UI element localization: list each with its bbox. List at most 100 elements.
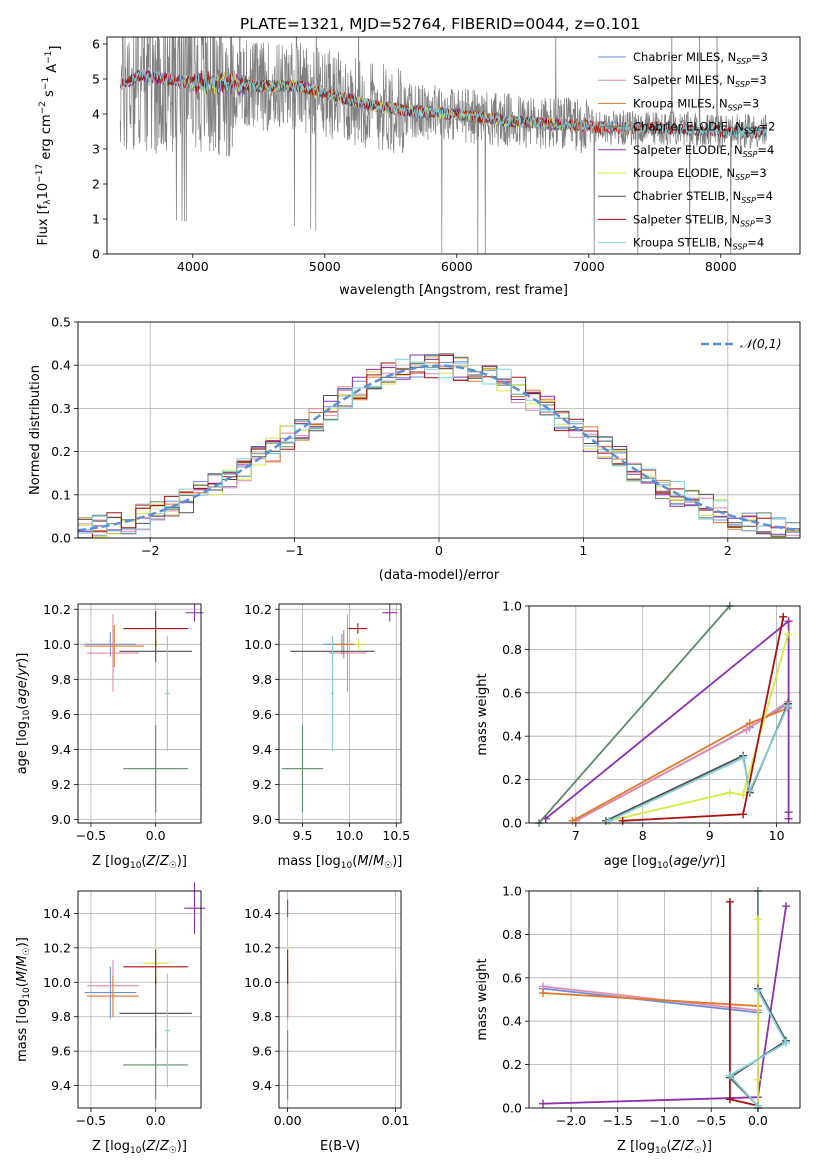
weight-marker xyxy=(745,719,754,728)
y-tick-label: 10.0 xyxy=(244,637,272,652)
x-axis-label: Z [log10(Z/Z☉)] xyxy=(92,854,187,871)
plot-area-age_vs_Z xyxy=(84,604,204,813)
y-tick-label: 9.8 xyxy=(51,672,71,687)
weight-marker xyxy=(781,1038,790,1047)
y-tick-label: 9.6 xyxy=(51,707,71,722)
y-tick-label: 9.6 xyxy=(252,707,272,722)
legend-entry: Salpeter MILES, NSSP=3 xyxy=(633,73,767,89)
x-tick-label: 10.0 xyxy=(335,828,363,843)
axes-frame xyxy=(278,890,402,1109)
panel-spectrum: 4000 5000 6000 7000 8000 0 1 2 3 4 5 6 wavelength [A… xyxy=(35,37,801,298)
axes-frame xyxy=(528,890,801,1109)
y-tick-label: 9.4 xyxy=(51,1078,71,1093)
x-tick-label: −1 xyxy=(285,543,303,558)
weight-marker xyxy=(745,786,754,795)
weight-marker xyxy=(618,816,627,825)
legend-entry: Chabrier MILES, NSSP=3 xyxy=(633,50,768,66)
y-tick-label: 0.0 xyxy=(502,816,522,831)
weight-marker xyxy=(539,1099,548,1108)
weight-marker xyxy=(781,902,790,911)
y-tick-label: 5 xyxy=(92,72,100,87)
x-axis-label: (data-model)/error xyxy=(379,568,500,583)
y-tick-label: 0.4 xyxy=(502,729,522,744)
y-tick-label: 0.3 xyxy=(51,401,71,416)
weight-line xyxy=(608,705,789,822)
y-tick-label: 0.5 xyxy=(51,315,71,330)
y-tick-label: 0 xyxy=(92,247,100,262)
y-tick-label: 9.0 xyxy=(51,812,71,827)
x-tick-label: 5000 xyxy=(309,259,341,274)
normal-curve xyxy=(77,364,801,532)
y-tick-label: 0.4 xyxy=(502,1014,522,1029)
weight-line xyxy=(542,992,759,1106)
weight-marker xyxy=(742,725,751,734)
legend-entry: Kroupa ELODIE, NSSP=3 xyxy=(633,166,767,182)
weight-marker xyxy=(783,701,792,710)
plot-area-mass_vs_Z xyxy=(84,882,205,1100)
weight-line xyxy=(538,605,731,824)
y-tick-label: 2 xyxy=(92,177,100,192)
legend-entry: Salpeter ELODIE, NSSP=4 xyxy=(633,143,774,159)
y-tick-label: 6 xyxy=(92,37,100,52)
x-tick-label: 1 xyxy=(579,543,587,558)
weight-marker xyxy=(739,753,748,762)
weight-marker xyxy=(725,788,734,797)
data-spectrum xyxy=(119,37,768,254)
x-tick-label: 0.0 xyxy=(146,1113,166,1128)
x-axis-label: Z [log10(Z/Z☉)] xyxy=(617,1139,712,1156)
x-tick-label: −1.5 xyxy=(603,1113,633,1128)
y-tick-label: 0.0 xyxy=(502,1101,522,1116)
x-tick-label: −2 xyxy=(141,543,159,558)
y-tick-label: 1.0 xyxy=(502,884,522,899)
y-tick-label: 10.2 xyxy=(43,940,71,955)
axes-frame xyxy=(278,603,402,824)
weight-marker xyxy=(779,612,788,621)
panel-mass_vs_Z: −0.5 0.0 9.4 9.6 9.8 10.0 10.2 10.4 Z [log10(Z/Z… xyxy=(15,882,205,1156)
y-axis-label: Flux [fλ10−17 erg cm−2 s−1 A−1] xyxy=(35,46,63,246)
x-axis-label: mass [log10(M/M☉)] xyxy=(278,854,403,871)
x-tick-label: 9.5 xyxy=(293,828,313,843)
weight-marker xyxy=(783,630,792,639)
x-tick-label: 8000 xyxy=(705,259,737,274)
x-axis-label: Z [log10(Z/Z☉)] xyxy=(92,1139,187,1156)
axes-frame xyxy=(77,890,202,1109)
y-tick-label: 10.2 xyxy=(244,602,272,617)
y-tick-label: 0.6 xyxy=(502,685,522,700)
y-tick-label: 0.2 xyxy=(502,772,522,787)
plot-area-age_vs_mass xyxy=(281,604,398,813)
x-tick-label: 10 xyxy=(769,828,785,843)
legend-entry: Kroupa MILES, NSSP=3 xyxy=(633,96,759,112)
y-tick-label: 9.4 xyxy=(252,742,272,757)
x-tick-label: −0.5 xyxy=(76,1113,106,1128)
y-tick-label: 1.0 xyxy=(502,599,522,614)
histogram-step xyxy=(78,358,800,534)
y-tick-label: 9.8 xyxy=(252,1009,272,1024)
legend-entry: Salpeter STELIB, NSSP=3 xyxy=(633,212,772,228)
y-tick-label: 9.2 xyxy=(252,777,272,792)
x-tick-label: −0.5 xyxy=(76,828,106,843)
x-tick-label: 9 xyxy=(706,828,714,843)
weight-marker xyxy=(753,915,762,924)
x-tick-label: 7 xyxy=(572,828,580,843)
panel-weight_vs_age: 7 8 9 10 0.0 0.2 0.4 0.6 0.8 1.0 age [log10(age/yr… xyxy=(475,599,801,871)
x-tick-label: −2.0 xyxy=(556,1113,586,1128)
y-tick-label: 1 xyxy=(92,212,100,227)
y-tick-label: 9.2 xyxy=(51,777,71,792)
plot-area-weight_vs_Z xyxy=(539,887,790,1112)
y-tick-label: 9.6 xyxy=(51,1044,71,1059)
panel-age_vs_Z: −0.5 0.0 9.0 9.2 9.4 9.6 9.8 10.0 10.2 Z [log10(Z… xyxy=(15,602,204,871)
x-tick-label: 7000 xyxy=(573,259,605,274)
y-tick-label: 10.0 xyxy=(43,637,71,652)
y-tick-label: 0.0 xyxy=(51,531,71,546)
figure-title: PLATE=1321, MJD=52764, FIBERID=0044, z=0… xyxy=(240,15,640,33)
x-tick-label: 0 xyxy=(435,543,443,558)
x-tick-label: 0.01 xyxy=(382,1113,410,1128)
axes-frame xyxy=(528,605,801,824)
x-tick-label: −1.0 xyxy=(649,1113,679,1128)
x-tick-label: 0.0 xyxy=(146,828,166,843)
y-tick-label: 9.4 xyxy=(252,1078,272,1093)
y-tick-label: 10.2 xyxy=(244,940,272,955)
y-tick-label: 9.6 xyxy=(252,1044,272,1059)
y-tick-label: 10.4 xyxy=(244,906,272,921)
